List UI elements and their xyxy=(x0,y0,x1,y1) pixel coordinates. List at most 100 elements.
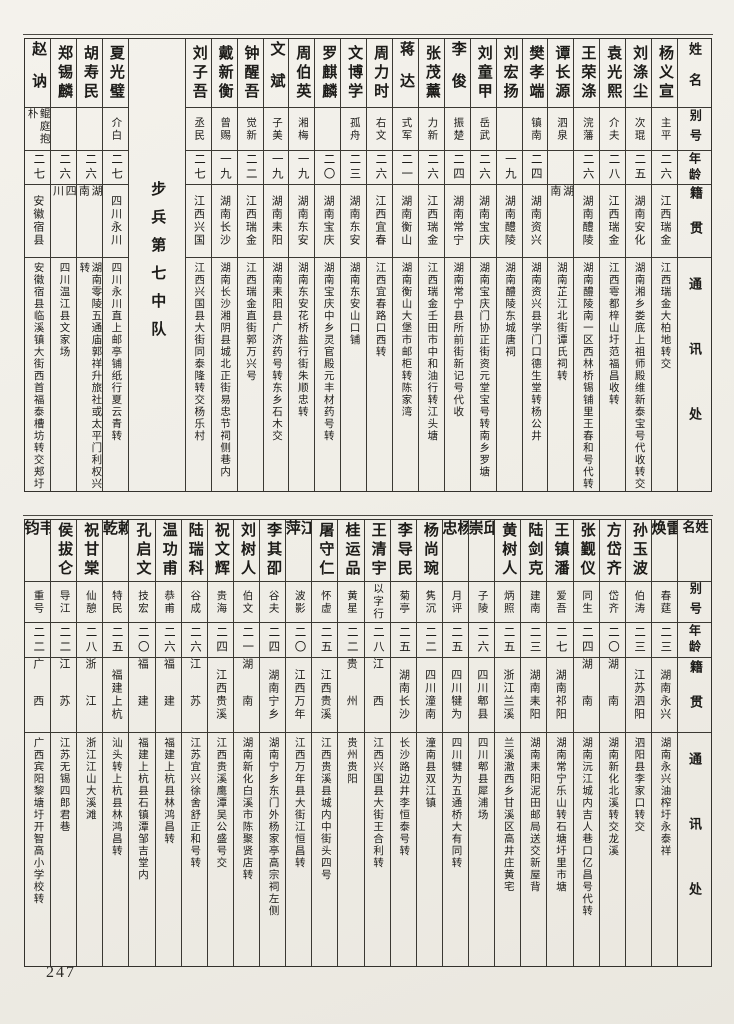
person-name: 雷焕 xyxy=(651,520,677,552)
name-cell: 蒋达 xyxy=(393,39,418,108)
person-alias: 孤舟 xyxy=(348,116,360,142)
person-column: 谭长源 泗泉 湖南 湖南芷江北街谭氏祠转 xyxy=(548,39,575,491)
name-cell: 杨尚琬 xyxy=(416,520,442,582)
person-alias: 波影 xyxy=(293,589,305,615)
person-alias: 导江 xyxy=(58,589,70,615)
alias-cell: 菊亭 xyxy=(390,582,416,623)
name-cell: 孔启文 xyxy=(129,520,155,582)
address-cell: 江西贵溪县城内中街头四号 xyxy=(312,733,337,966)
person-alias: 重号 xyxy=(32,589,44,615)
person-address: 湖南耒阳县广济药号转东乡石木交 xyxy=(270,262,282,442)
person-name: 樊孝端 xyxy=(527,44,544,102)
person-column: 韦钧 重号 二二 广西 广西宾阳黎塘圩开智高小学校转 xyxy=(24,520,51,966)
age-cell: 二六 xyxy=(181,623,207,658)
person-age: 二三 xyxy=(528,625,541,655)
section-label: 步兵第七中队 xyxy=(149,181,166,349)
person-native-place: 湖南宝庆 xyxy=(322,195,335,247)
person-column: 杨忠 月评 二五 四川犍为 四川犍为五通桥大有同转 xyxy=(442,520,469,966)
native-place-cell: 湖南 xyxy=(76,185,102,258)
person-alias: 以字行 xyxy=(372,583,384,621)
person-column: 杨尚琬 隽沉 二二 四川潼南 潼南县双江镇 xyxy=(416,520,443,966)
person-column: 夏光璧 介白 二七 四川永川 四川永川直上邮亭铺纸行夏云青转 xyxy=(102,39,129,491)
person-age: 二五 xyxy=(319,625,332,655)
person-native-place: 湖南 xyxy=(606,658,619,732)
person-name: 谭长源 xyxy=(553,44,570,102)
person-address: 泗阳县李家口转交 xyxy=(633,737,645,833)
person-native-place: 湖南耒阳 xyxy=(528,669,541,721)
age-cell: 一九 xyxy=(496,151,522,185)
person-name: 赵讷 xyxy=(30,41,47,105)
person-alias: 次琨 xyxy=(633,116,645,142)
person-address: 福建上杭县石镇潭邹吉堂内 xyxy=(136,737,148,881)
person-name: 张茂薰 xyxy=(423,44,440,102)
person-name: 王荣涤 xyxy=(579,44,596,102)
person-age: 二七 xyxy=(192,153,205,182)
alias-cell: 泗泉 xyxy=(548,108,574,151)
person-native-place: 湖南衡山 xyxy=(399,195,412,247)
name-cell: 祝甘棠 xyxy=(77,520,103,582)
address-cell: 江西雩都梓山圩范福昌收转 xyxy=(600,258,625,491)
person-name: 温功甫 xyxy=(160,522,177,579)
person-column: 杨义宣 主平 二六 江西瑞金 江西瑞金大柏地转交 xyxy=(652,39,678,491)
address-cell: 四川犍为五通桥大有同转 xyxy=(443,733,468,966)
header-native: 籍贯 xyxy=(678,658,711,733)
native-place-cell: 江西 xyxy=(364,658,390,733)
person-name: 桂运品 xyxy=(343,522,360,579)
name-cell: 杨忠 xyxy=(442,520,468,582)
name-cell: 陆瑞科 xyxy=(181,520,207,582)
person-native-place: 湖南 xyxy=(580,658,593,732)
alias-cell: 镇南 xyxy=(522,108,548,151)
person-column: 王荣涤 浣藩 二六 湖南醴陵 湖南醴陵南一区西林桥锡铺里王春和号代转 xyxy=(574,39,601,491)
person-address: 湖南衡山大堡市邮柜转陈家湾 xyxy=(400,262,412,418)
person-age: 二八 xyxy=(371,625,384,655)
person-alias: 技宏 xyxy=(136,589,148,615)
name-cell: 刘树人 xyxy=(233,520,259,582)
address-cell: 四川温江县文家场 xyxy=(51,258,76,491)
header-address-label: 通讯处 xyxy=(687,752,702,947)
address-cell: 江西瑞金壬田市中和油行转江头塘 xyxy=(419,258,444,491)
native-place-cell: 浙江兰溪 xyxy=(495,658,521,733)
person-name: 蒋达 xyxy=(397,41,414,105)
alias-cell: 爱吾 xyxy=(547,582,573,623)
age-cell: 二五 xyxy=(626,151,652,185)
name-cell: 李其卲 xyxy=(260,520,286,582)
native-place-cell: 湖南 xyxy=(573,658,599,733)
native-place-cell: 湖南宝庆 xyxy=(470,185,496,258)
name-cell: 张觐仪 xyxy=(573,520,599,582)
person-address: 湖南沅江城内吉人巷口亿昌号代转 xyxy=(581,737,593,917)
person-native-place: 江西瑞金 xyxy=(244,195,257,247)
alias-cell: 介夫 xyxy=(600,108,626,151)
person-address: 四川郫县犀浦场 xyxy=(476,737,488,821)
person-address: 安徽宿县临溪镇大街西首福泰槽坊转交郏圩 xyxy=(32,262,44,490)
native-place-cell: 江苏 xyxy=(51,658,77,733)
name-cell: 戴新衡 xyxy=(211,39,237,108)
person-age: 二六 xyxy=(426,153,439,182)
address-cell: 湖南衡山大堡市邮柜转陈家湾 xyxy=(393,258,418,491)
person-column: 孔启文 技宏 二〇 福建 福建上杭县石镇潭邹吉堂内 xyxy=(129,520,156,966)
header-column: 姓名 别号 年龄 籍贯 通讯处 xyxy=(678,520,711,966)
person-native-place: 湖南东安 xyxy=(296,195,309,247)
address-cell: 湖南芷江北街谭氏祠转 xyxy=(548,258,573,491)
native-place-cell: 福建 xyxy=(155,658,181,733)
address-cell: 江西兴国县大街王合利转 xyxy=(365,733,390,966)
name-cell: 夏光璧 xyxy=(102,39,128,108)
person-address: 湖南湘乡娄底上祖师殿维新泰宝号代收转交 xyxy=(633,262,645,490)
native-place-cell: 湖南常宁 xyxy=(444,185,470,258)
person-name: 孙玉波 xyxy=(630,522,647,579)
person-alias: 谷夫 xyxy=(267,589,279,615)
person-age: 二五 xyxy=(110,625,123,655)
person-alias: 介白 xyxy=(110,116,122,142)
person-native-place: 江西贵溪 xyxy=(214,669,227,721)
person-native-place: 湖南 xyxy=(240,658,253,732)
header-column: 姓名 别号 年龄 籍贯 通讯处 xyxy=(678,39,711,491)
person-age: 二三 xyxy=(348,153,361,182)
person-alias: 同生 xyxy=(581,589,593,615)
header-age-label: 年龄 xyxy=(687,151,702,184)
age-cell: 二六 xyxy=(418,151,444,185)
person-age: 二四 xyxy=(529,153,542,182)
alias-cell: 恭甫 xyxy=(155,582,181,623)
age-cell: 二六 xyxy=(574,151,600,185)
address-cell: 湖南资兴县学门口德生堂转杨公井 xyxy=(523,258,548,491)
person-name: 刘涤尘 xyxy=(631,44,648,102)
person-column: 罗麒麟 二〇 湖南宝庆 湖南宝庆中乡灵官殿元丰材药号转 xyxy=(315,39,342,491)
